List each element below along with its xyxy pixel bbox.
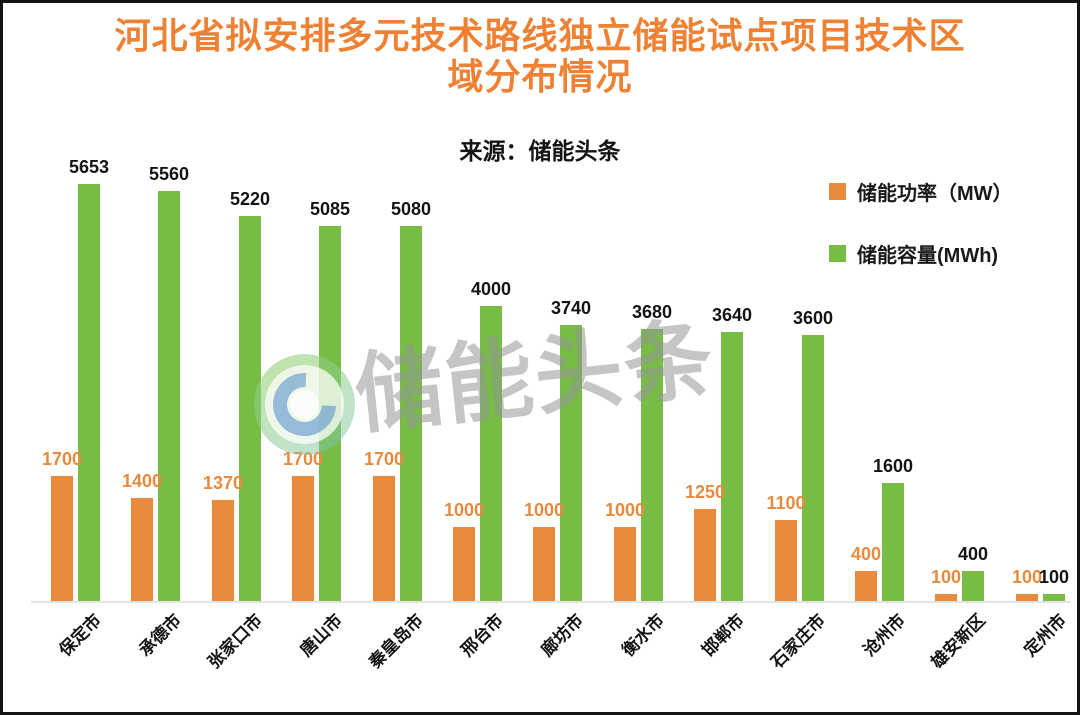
source-subtitle: 来源：储能头条 — [459, 138, 621, 164]
x-axis-label: 定州市 — [1020, 610, 1070, 661]
power-bar — [453, 527, 475, 601]
capacity-bar — [962, 571, 984, 601]
power-bar — [373, 476, 395, 601]
capacity-bar — [721, 332, 743, 601]
chart-title: 河北省拟安排多元技术路线独立储能试点项目技术区 域分布情况 — [58, 15, 1022, 98]
capacity-value-label: 3680 — [631, 302, 673, 322]
power-value-label: 1400 — [121, 471, 163, 491]
power-value-label: 1000 — [523, 500, 565, 520]
x-axis-line — [31, 601, 1071, 603]
legend: 储能功率（MW） 储能容量(MWh) — [829, 179, 1013, 303]
capacity-value-label: 5560 — [148, 164, 190, 184]
x-axis-label: 唐山市 — [296, 610, 346, 661]
capacity-value-label: 5220 — [229, 189, 271, 209]
x-axis-label: 保定市 — [55, 610, 105, 661]
capacity-value-label: 1600 — [872, 456, 914, 476]
power-bar — [935, 594, 957, 601]
capacity-bar — [158, 191, 180, 601]
power-value-label: 1100 — [766, 493, 806, 513]
x-axis-label: 衡水市 — [618, 610, 668, 661]
x-axis-label: 张家口市 — [204, 610, 266, 673]
capacity-bar — [560, 325, 582, 601]
power-value-label: 1700 — [41, 449, 83, 469]
x-axis-label: 邯郸市 — [698, 610, 748, 661]
capacity-bar — [480, 306, 502, 601]
power-swatch-icon — [829, 182, 846, 200]
capacity-bar — [319, 226, 341, 601]
bar-chart: 1700 5653 保定市 1400 5560 承德市 1370 5220 张家口市 1700 50… — [3, 3, 1077, 712]
capacity-value-label: 5653 — [68, 157, 110, 177]
power-bar — [131, 498, 153, 601]
power-value-label: 400 — [850, 544, 882, 564]
capacity-value-label: 5085 — [309, 199, 351, 219]
x-axis-label: 邢台市 — [457, 610, 507, 661]
power-value-label: 100 — [1011, 567, 1043, 587]
power-bar — [51, 476, 73, 601]
capacity-bar — [239, 216, 261, 601]
capacity-value-label: 5080 — [390, 199, 432, 219]
chart-title-line2: 域分布情况 — [447, 56, 633, 98]
power-bar — [212, 500, 234, 601]
chart-title-line1: 河北省拟安排多元技术路线独立储能试点项目技术区 — [114, 15, 966, 56]
power-bar — [292, 476, 314, 601]
power-bar — [1016, 594, 1038, 601]
legend-item-capacity: 储能容量(MWh) — [829, 241, 1013, 267]
power-bar — [533, 527, 555, 601]
power-value-label: 1000 — [443, 500, 485, 520]
power-value-label: 1000 — [604, 500, 646, 520]
x-axis-label: 石家庄市 — [767, 610, 829, 673]
capacity-value-label: 3640 — [711, 305, 753, 325]
power-bar — [694, 509, 716, 601]
x-axis-label: 廊坊市 — [537, 610, 587, 661]
x-axis-label: 秦皇岛市 — [365, 610, 427, 673]
capacity-bar — [802, 335, 824, 601]
power-value-label: 1700 — [282, 449, 324, 469]
x-axis-label: 沧州市 — [859, 610, 909, 661]
legend-label-power: 储能功率（MW） — [857, 182, 1013, 205]
capacity-swatch-icon — [829, 244, 846, 262]
legend-item-power: 储能功率（MW） — [829, 179, 1013, 205]
capacity-value-label: 4000 — [470, 279, 512, 299]
power-bar — [775, 520, 797, 601]
power-value-label: 1700 — [363, 449, 405, 469]
capacity-value-label: 3600 — [792, 308, 834, 328]
capacity-bar — [641, 329, 663, 601]
capacity-value-label: 3740 — [550, 298, 592, 318]
capacity-bar — [78, 184, 100, 601]
power-value-label: 1370 — [202, 473, 244, 493]
power-value-label: 1250 — [684, 482, 726, 502]
capacity-value-label: 100 — [1038, 567, 1070, 587]
power-bar — [614, 527, 636, 601]
capacity-bar — [400, 226, 422, 601]
power-bar — [855, 571, 877, 601]
power-value-label: 100 — [930, 567, 962, 587]
legend-label-capacity: 储能容量(MWh) — [857, 244, 999, 267]
capacity-value-label: 400 — [957, 544, 989, 564]
x-axis-label: 承德市 — [135, 610, 185, 661]
capacity-bar — [1043, 594, 1065, 601]
capacity-bar — [882, 483, 904, 601]
x-axis-label: 雄安新区 — [927, 610, 989, 673]
